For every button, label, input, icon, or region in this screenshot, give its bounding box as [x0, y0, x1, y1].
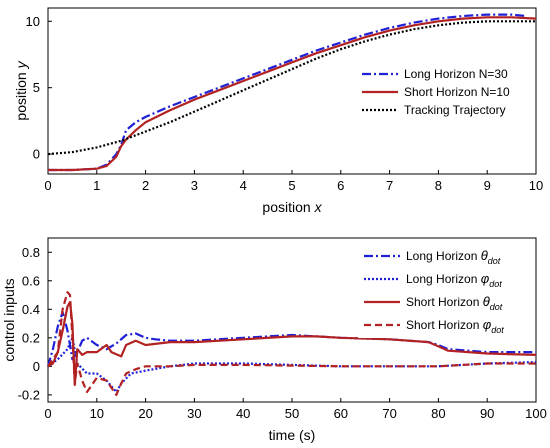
- series-line-3: [47, 291, 536, 396]
- x-tick-label: 4: [240, 178, 247, 193]
- legend-label-0: Long Horizon θdot: [406, 248, 501, 266]
- y-tick-label: 0.2: [22, 330, 40, 345]
- x-tick-label: 0: [44, 178, 51, 193]
- trajectory-chart: 0 1 2 3 4 5 6 7 8 9 10 0 5 10 position x position y L…: [13, 7, 543, 215]
- x-tick-label: 70: [382, 406, 396, 421]
- control-y-axis-label: control inputs: [1, 278, 17, 361]
- trajectory-legend: Long Horizon N=30 Short Horizon N=10 Track…: [355, 62, 533, 118]
- control-inputs-chart: 0 10 20 30 40 50 60 70 80 90 100-0.200.20.40.60.8 …: [1, 237, 547, 443]
- x-tick-label: 100: [525, 406, 547, 421]
- x-tick-label: 8: [435, 178, 442, 193]
- y-tick-label: 0.6: [22, 273, 40, 288]
- x-tick-label: 60: [334, 406, 348, 421]
- control-legend: Long Horizon θdot Long Horizon φdot Short …: [358, 242, 533, 338]
- y-tick-label: 10: [26, 14, 40, 29]
- trajectory-y-axis-label: position y: [13, 60, 29, 120]
- legend-label-0: Long Horizon N=30: [404, 67, 508, 81]
- x-tick-label: 9: [484, 178, 491, 193]
- x-tick-label: 40: [236, 406, 250, 421]
- y-tick-label: 5: [33, 80, 40, 95]
- series-line-0: [46, 311, 536, 367]
- y-tick-label: -0.2: [18, 387, 40, 402]
- x-tick-label: 6: [337, 178, 344, 193]
- x-tick-label: 0: [44, 406, 51, 421]
- x-tick-label: 80: [431, 406, 445, 421]
- legend-label-1: Long Horizon φdot: [406, 271, 502, 289]
- x-tick-label: 30: [187, 406, 201, 421]
- x-tick-label: 20: [138, 406, 152, 421]
- series-line-1: [48, 16, 537, 172]
- series-line-2: [47, 20, 536, 156]
- y-tick-label: 0: [33, 359, 40, 374]
- y-tick-label: 0.8: [22, 245, 40, 260]
- x-tick-label: 10: [90, 406, 104, 421]
- legend-label-2: Tracking Trajectory: [404, 103, 506, 117]
- x-tick-label: 90: [480, 406, 494, 421]
- y-tick-label: 0.4: [22, 302, 40, 317]
- legend-label-1: Short Horizon N=10: [404, 85, 510, 99]
- x-tick-label: 10: [529, 178, 543, 193]
- y-tick-label: 0: [33, 147, 40, 162]
- x-tick-label: 7: [386, 178, 393, 193]
- trajectory-x-axis-label: position x: [262, 199, 322, 215]
- x-tick-label: 3: [191, 178, 198, 193]
- x-tick-label: 2: [142, 178, 149, 193]
- legend-label-3: Short Horizon φdot: [406, 317, 504, 335]
- x-tick-label: 1: [93, 178, 100, 193]
- control-x-axis-label: time (s): [269, 427, 316, 443]
- x-tick-label: 5: [288, 178, 295, 193]
- legend-label-2: Short Horizon θdot: [406, 294, 503, 312]
- x-tick-label: 50: [285, 406, 299, 421]
